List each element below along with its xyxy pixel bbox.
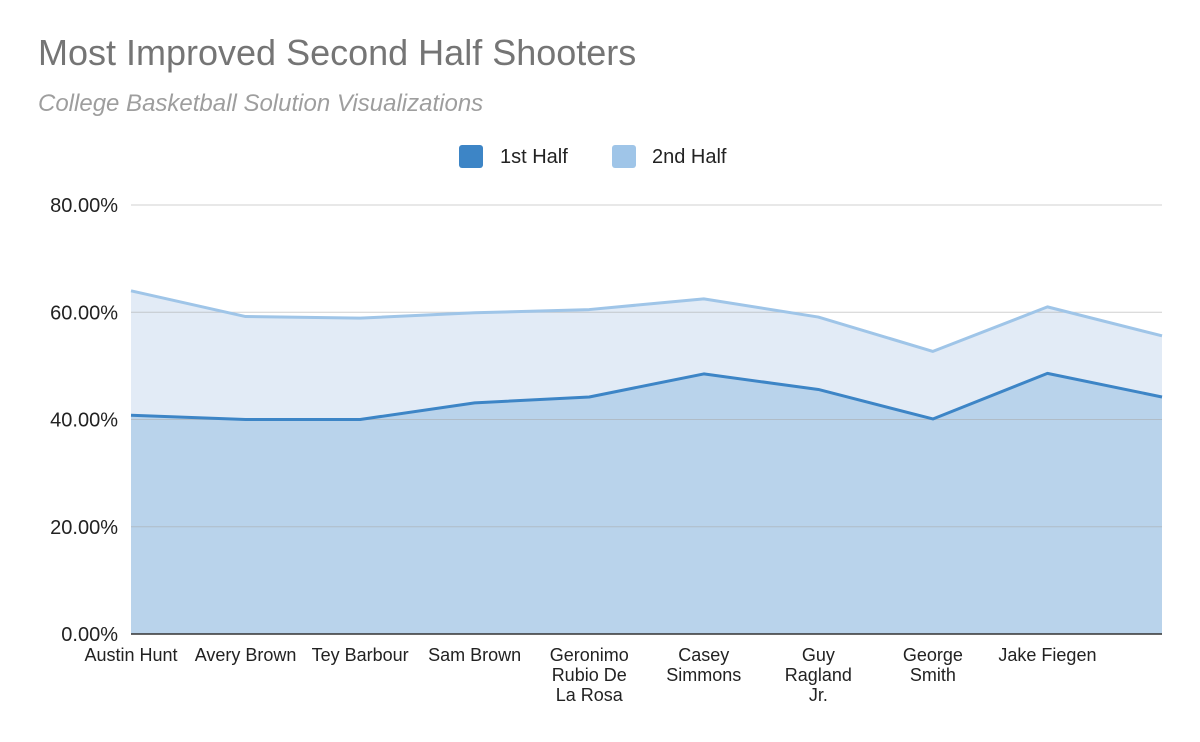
x-tick-label: Sam Brown bbox=[428, 645, 521, 665]
gridlines bbox=[131, 204, 1162, 528]
chart-title: Most Improved Second Half Shooters bbox=[38, 32, 637, 73]
series-lines bbox=[130, 289, 1163, 421]
chart-subtitle: College Basketball Solution Visualizatio… bbox=[38, 90, 484, 117]
x-tick-label: Tey Barbour bbox=[312, 645, 409, 665]
area-1st-half bbox=[131, 373, 1162, 634]
axes: 0.00% 20.00% 40.00% 60.00% 80.00% Austin Hunt… bbox=[50, 195, 1162, 705]
legend-swatch-2nd-half bbox=[612, 145, 636, 168]
y-tick-label: 20.00% bbox=[50, 517, 118, 539]
line-2nd-half bbox=[130, 289, 1163, 353]
legend-label-2nd-half: 2nd Half bbox=[652, 146, 727, 168]
y-tick-label: 0.00% bbox=[61, 624, 118, 646]
x-tick-label: Casey Simmons bbox=[666, 645, 741, 685]
plot-area bbox=[131, 290, 1162, 634]
legend-swatch-1st-half bbox=[459, 145, 483, 168]
y-tick-label: 60.00% bbox=[50, 302, 118, 324]
y-tick-label: 80.00% bbox=[50, 195, 118, 217]
x-tick-label: Avery Brown bbox=[195, 645, 297, 665]
x-tick-label: Geronimo Rubio De La Rosa bbox=[550, 645, 629, 705]
x-tick-label: Austin Hunt bbox=[84, 645, 177, 665]
y-tick-label: 40.00% bbox=[50, 410, 118, 432]
legend-label-1st-half: 1st Half bbox=[500, 146, 568, 168]
x-tick-label: Guy Ragland Jr. bbox=[785, 645, 852, 705]
line-1st-half bbox=[130, 371, 1163, 421]
legend: 1st Half 2nd Half bbox=[459, 145, 727, 168]
x-tick-label: George Smith bbox=[903, 645, 963, 685]
x-tick-label: Jake Fiegen bbox=[998, 645, 1096, 665]
